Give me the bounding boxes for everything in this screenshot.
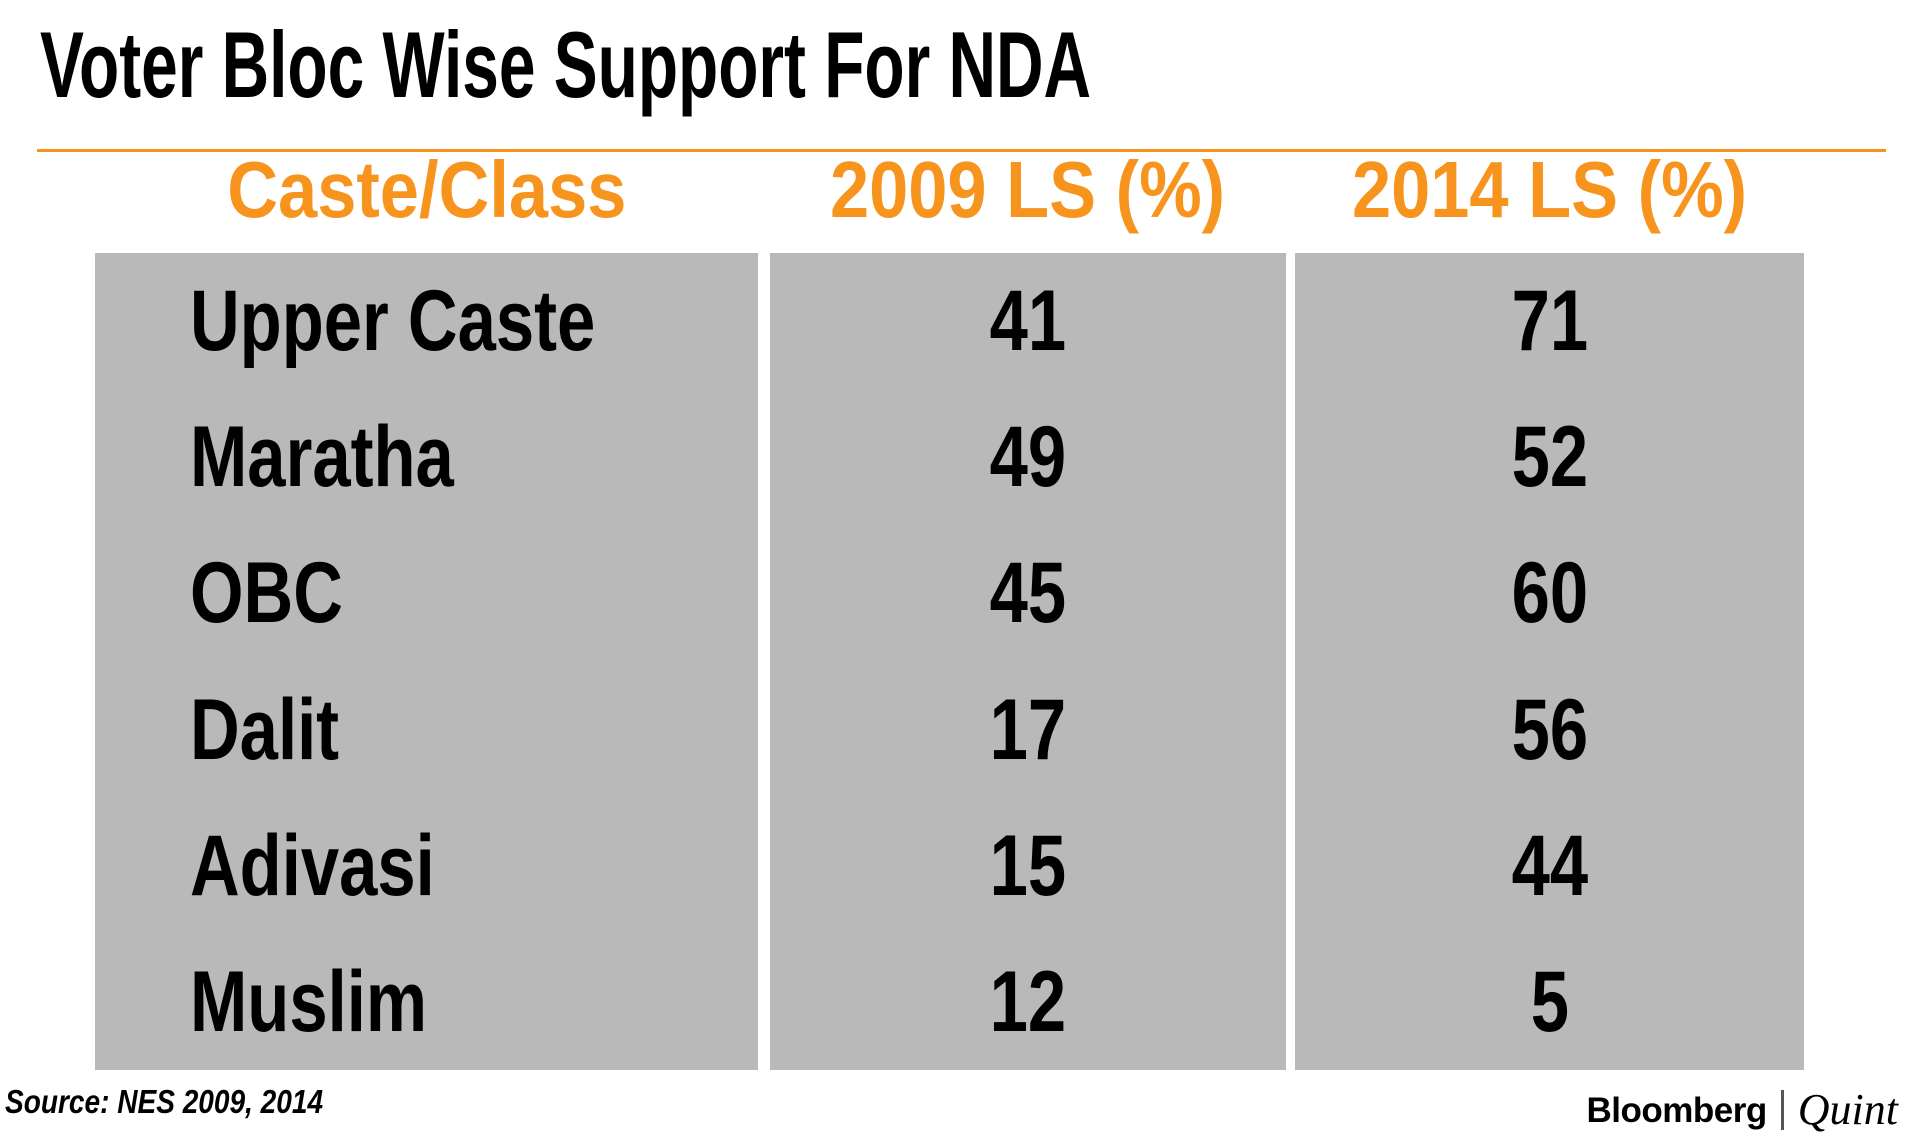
- quint-wordmark: Quint: [1797, 1085, 1898, 1134]
- page-title-text: Voter Bloc Wise Support For NDA: [40, 12, 1092, 117]
- table-column-2014-ls: 71 52 60 56 44 5: [1295, 253, 1804, 1070]
- table-row-label: Muslim: [190, 953, 428, 1050]
- table-row-label: Adivasi: [190, 817, 435, 914]
- table-row-label: Dalit: [190, 681, 340, 778]
- table-value-2009: 17: [989, 681, 1067, 778]
- table-value-2014: 44: [1511, 817, 1588, 914]
- column-header-2014-ls-text: 2014 LS (%): [1351, 145, 1748, 234]
- column-header-caste-class: Caste/Class: [95, 150, 758, 230]
- table-value-2014: 52: [1511, 409, 1588, 506]
- table-column-2009-ls: 41 49 45 17 15 12: [770, 253, 1286, 1070]
- table-value-2009: 49: [989, 409, 1067, 506]
- table-value-2009: 45: [989, 545, 1067, 642]
- table-row-label: Maratha: [190, 409, 454, 506]
- table-value-2014: 71: [1511, 273, 1588, 370]
- table-value-2014: 5: [1530, 953, 1569, 1050]
- bloomberg-wordmark: Bloomberg: [1586, 1090, 1768, 1130]
- table-value-2014: 56: [1511, 681, 1588, 778]
- table-value-2014: 60: [1511, 545, 1588, 642]
- source-note-text: Source: NES 2009, 2014: [5, 1083, 324, 1120]
- column-header-2014-ls: 2014 LS (%): [1295, 150, 1804, 230]
- table-column-caste-class: Upper Caste Maratha OBC Dalit Adivasi Mu…: [95, 253, 758, 1070]
- column-header-2009-ls-text: 2009 LS (%): [830, 145, 1226, 234]
- table-value-2009: 41: [989, 273, 1067, 370]
- table-row-label: Upper Caste: [190, 273, 596, 370]
- source-note: Source: NES 2009, 2014: [5, 1085, 379, 1118]
- logo-divider: [1780, 1090, 1784, 1130]
- table-value-2009: 12: [989, 953, 1067, 1050]
- table-row-label: OBC: [190, 545, 343, 642]
- publisher-logo: Bloomberg Quint: [1587, 1088, 1898, 1132]
- column-header-2009-ls: 2009 LS (%): [770, 150, 1286, 230]
- page-title: Voter Bloc Wise Support For NDA: [40, 18, 1541, 112]
- table-value-2009: 15: [989, 817, 1067, 914]
- title-divider: [37, 149, 1886, 152]
- column-header-caste-class-text: Caste/Class: [226, 145, 627, 234]
